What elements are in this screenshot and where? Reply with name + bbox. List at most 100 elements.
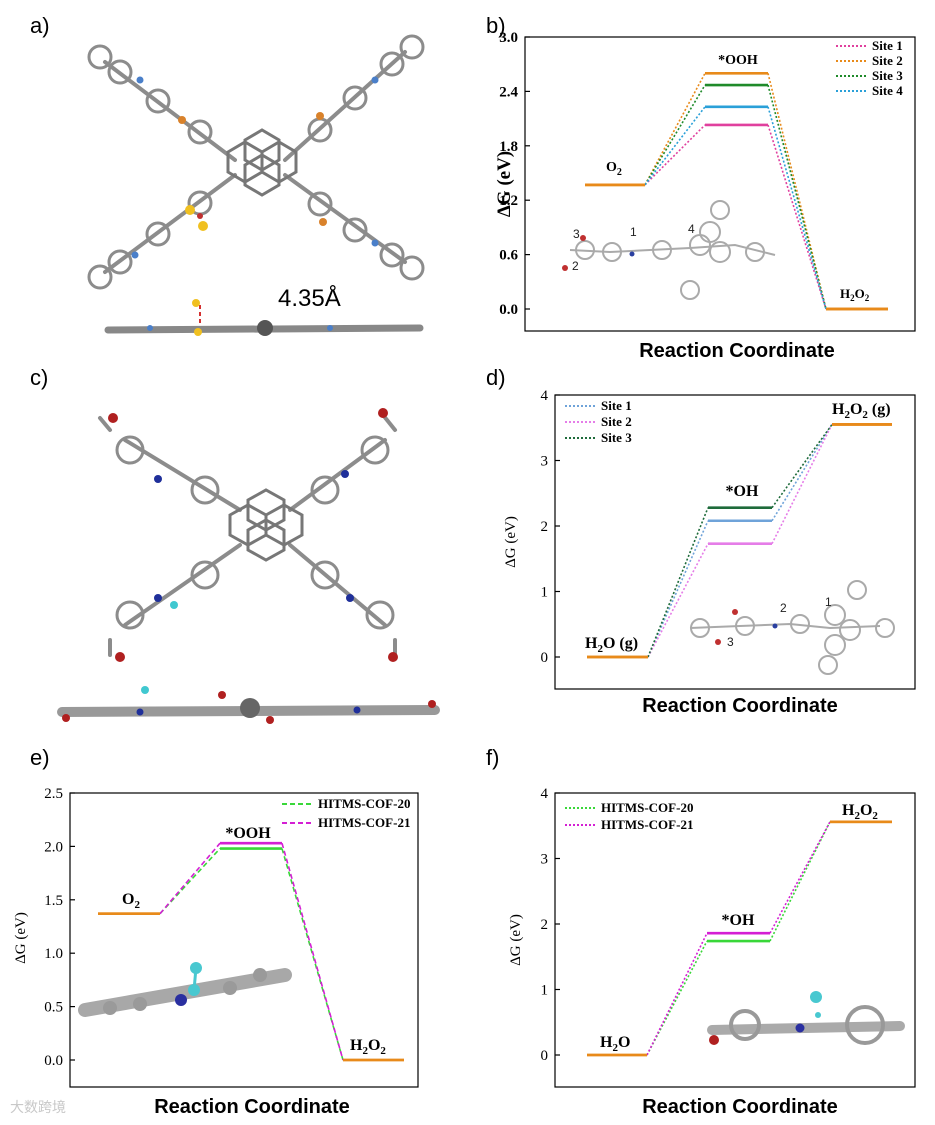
chart-b-ytick-label: 1.8 [499,139,518,155]
chart-b-frame [524,36,916,332]
chart-e-ytick-label: 1.5 [44,893,63,909]
chart-b-connector-1 [767,124,827,310]
chart-d-legend-label: Site 2 [601,414,632,429]
chart-d-ytick-label: 4 [541,388,549,404]
chart-f-frame [554,792,916,1088]
chart-e-y-title: ΔG (eV) [13,912,29,964]
chart-f-ytick-label: 0 [541,1048,549,1064]
molecule-c-top-view [98,408,398,662]
chart-b-inset-label-1: 1 [630,225,637,239]
chart-d-connector-2 [647,543,709,658]
molecule-c-side-view [57,686,440,724]
distance-label: 4.35Å [278,284,341,312]
chart-e-ytick-label: 1.0 [44,946,63,962]
chart-d-inset-label-1: 1 [825,595,832,609]
chart-f-ylabel: ΔG (eV) [508,914,524,966]
chart-f-legend-label: HITMS-COF-21 [601,817,693,832]
chart-b-legend-label: Site 2 [872,53,903,68]
chart-b-connector-2 [767,73,827,310]
chart-f-inset-molecule [707,991,905,1045]
chart-e-connector-1 [281,848,344,1061]
chart-e-state-h2o2: H2O2 [350,1037,386,1057]
panel-label-d: d) [486,365,506,390]
chart-e-ytick-label: 2.0 [44,839,63,855]
watermark: 大数跨境 [10,1100,66,1116]
panel-label-e: e) [30,745,50,770]
chart-e-legend-label: HITMS-COF-20 [318,796,410,811]
panel-label-c: c) [30,365,48,390]
chart-f-connector-2 [646,932,708,1056]
chart-b-inset-label-4: 4 [688,222,695,236]
chart-e-connector-2 [281,842,344,1061]
chart-f-state-oh: *OH [722,912,755,929]
chart-d-frame [554,394,916,690]
chart-b-legend-label: Site 3 [872,68,903,83]
chart-b-connector-3 [644,84,706,186]
chart-b-connector-4 [644,106,706,186]
molecule-a-side-view [104,299,424,336]
chart-b-state-ooh: *OOH [718,53,758,68]
chart-f-connector-2 [769,821,831,934]
chart-e-ytick-label: 0.0 [44,1053,63,1069]
chart-b-xlabel: Reaction Coordinate [639,340,835,362]
chart-b-connector-4 [767,106,827,310]
chart-d-connector-1 [771,424,833,522]
chart-b-legend-label: Site 4 [872,83,903,98]
chart-d-ytick-label: 1 [541,585,549,601]
chart-b-inset-label-2: 2 [572,259,579,273]
chart-e-frame [69,792,419,1088]
chart-d-inset-molecule [689,580,895,675]
chart-e-inset-molecule [78,942,292,1082]
chart-d-inset-label-3: 3 [727,635,734,649]
chart-e-ytick-label: 2.5 [44,786,63,802]
chart-f-ytick-label: 1 [541,983,549,999]
chart-d-inset-label-2: 2 [780,601,787,615]
chart-f-y-title: ΔG (eV) [508,914,524,966]
chart-b-ytick-label: 2.4 [499,84,518,100]
chart-f-ytick-label: 4 [541,786,549,802]
chart-f-ytick-label: 2 [541,917,549,933]
chart-e-state-o2: O2 [122,891,140,911]
chart-f-ytick-label: 3 [541,852,549,868]
chart-d-connector-1 [647,520,709,658]
chart-f-connector-1 [769,821,831,942]
chart-b-ytick-label: 0.0 [499,302,518,318]
chart-b-y-title: ΔG (eV) [494,151,515,217]
chart-b: 0.0 0.6 1.2 1.8 2.4 3.0 ΔG (eV) Reaction Coor… [494,30,916,362]
chart-f-legend-label: HITMS-COF-20 [601,800,693,815]
chart-d-ytick-label: 0 [541,650,549,666]
chart-b-state-o2: O2 [606,160,622,178]
chart-f-state-h2o2: H2O2 [842,802,878,822]
chart-b-inset-label-3: 3 [573,227,580,241]
molecule-a-top-view [87,34,425,290]
chart-d-ytick-label: 2 [541,519,549,535]
chart-b-ylabel: ΔG (eV) [494,151,515,217]
chart-d-connector-2 [771,424,833,545]
chart-f-connector-1 [646,940,708,1056]
chart-b-state-h2o2: H2O2 [840,286,870,303]
chart-e-state-ooh: *OOH [225,825,271,842]
chart-d-state-oh: *OH [726,483,759,500]
chart-e-xlabel: Reaction Coordinate [154,1096,350,1118]
chart-d-ylabel: ΔG (eV) [503,516,519,568]
chart-e-ytick-label: 0.5 [44,1000,63,1016]
chart-f-xlabel: Reaction Coordinate [642,1096,838,1118]
panel-label-b: b) [486,13,506,38]
chart-b-inset-molecule [562,200,776,300]
chart-f: 0 1 2 3 4 ΔG (eV) Reaction Coordinate H2O *O… [508,786,916,1118]
chart-b-connector-1 [644,124,706,186]
chart-e-connector-1 [159,847,221,915]
chart-b-connector-2 [644,72,706,186]
chart-e-legend-label: HITMS-COF-21 [318,815,410,830]
chart-d-state-h2o2: H2O2 (g) [832,401,891,421]
chart-d-legend-label: Site 3 [601,430,632,445]
chart-e: 0.0 0.5 1.0 1.5 2.0 2.5 ΔG (eV) Reaction Coor… [13,786,419,1118]
panel-label-f: f) [486,745,499,770]
chart-d-connector-3 [771,424,833,509]
chart-d: 0 1 2 3 4 ΔG (eV) Reaction Coordinate H2O (g… [503,388,916,717]
chart-d-state-h2o: H2O (g) [585,635,638,655]
chart-d-legend-label: Site 1 [601,398,632,413]
chart-d-ytick-label: 3 [541,454,549,470]
panel-label-a: a) [30,13,50,38]
